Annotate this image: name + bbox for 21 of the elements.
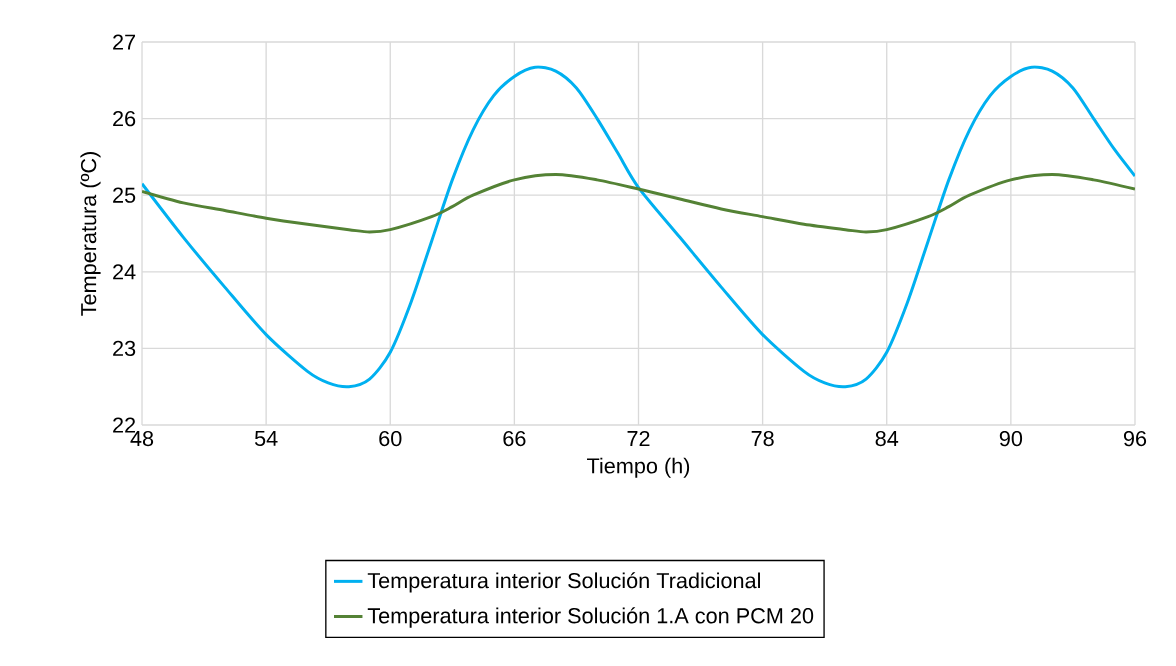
y-tick-label: 25 [113,187,136,203]
x-tick-label: 84 [875,430,899,447]
legend-label: Temperatura interior Solución 1.A con PCM 20 [367,607,814,628]
y-axis-title: Temperatura (ºC) [80,152,101,316]
line-series [142,65,1135,389]
x-tick-label: 72 [627,430,650,447]
x-tick-label: 90 [999,430,1023,447]
x-tick-label: 96 [1123,430,1147,447]
x-tick-label: 54 [254,430,278,446]
y-tick-label: 26 [113,110,136,127]
x-tick-label: 78 [751,430,774,447]
y-tick-label: 22 [113,417,136,433]
x-tick-label: 48 [130,430,154,447]
x-tick-label: 66 [503,430,526,447]
y-tick-label: 24 [113,264,136,280]
y-tick-label: 27 [113,34,136,50]
legend-label: Temperatura interior Solución Tradicional [367,572,760,593]
x-axis-title: Tiempo (h) [587,457,690,478]
x-tick-label: 60 [379,430,402,447]
line-series [142,173,1135,234]
y-tick-label: 23 [113,340,136,357]
